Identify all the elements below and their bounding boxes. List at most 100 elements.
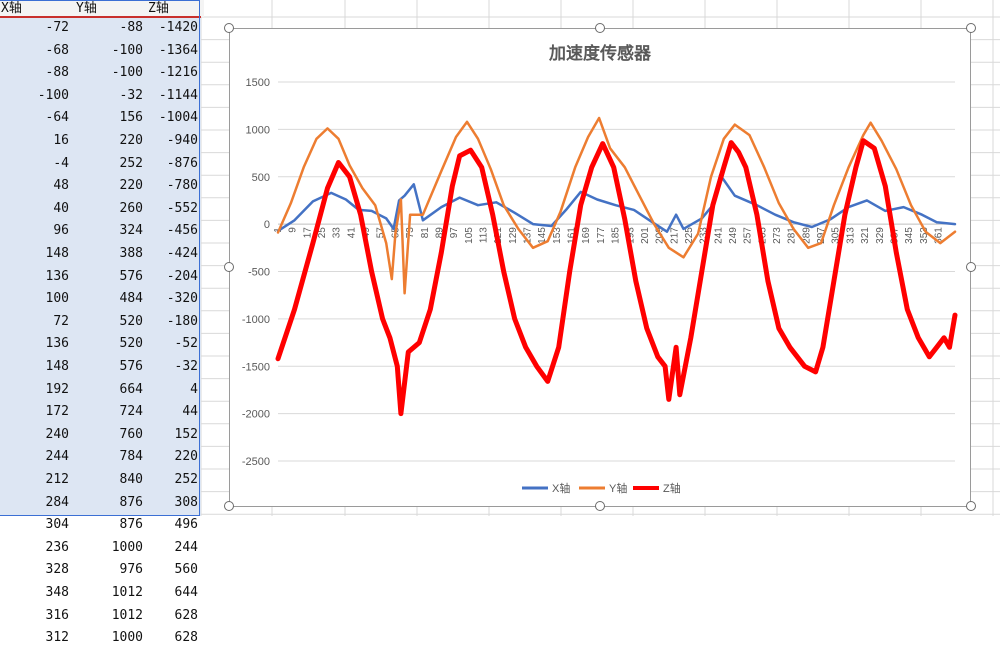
- cell-x[interactable]: 240: [45, 426, 69, 442]
- cell-y[interactable]: 1000: [111, 630, 143, 646]
- cell-z[interactable]: 644: [174, 585, 198, 600]
- series-line-z[interactable]: [275, 138, 958, 417]
- cell-z[interactable]: 152: [174, 426, 198, 442]
- cell-y[interactable]: 220: [119, 133, 143, 148]
- cell-z[interactable]: -32: [174, 359, 198, 374]
- header-cell-y[interactable]: Y轴: [76, 1, 97, 16]
- cell-z[interactable]: -320: [166, 291, 198, 307]
- cell-x[interactable]: 304: [45, 517, 69, 533]
- cell-x[interactable]: 212: [45, 472, 69, 487]
- cell-z[interactable]: -204: [166, 268, 198, 284]
- cell-y[interactable]: 784: [119, 449, 143, 465]
- cell-y[interactable]: 520: [119, 336, 143, 352]
- cell-z[interactable]: -456: [166, 223, 198, 239]
- cell-x[interactable]: 172: [45, 404, 69, 420]
- cell-y[interactable]: 576: [119, 359, 143, 374]
- cell-z[interactable]: -1216: [158, 65, 198, 81]
- header-cell-z[interactable]: Z轴: [148, 1, 169, 16]
- cell-y[interactable]: -100: [111, 65, 143, 81]
- cell-y[interactable]: 484: [119, 291, 143, 307]
- cell-z[interactable]: 4: [190, 381, 198, 397]
- cell-z[interactable]: 252: [174, 472, 198, 487]
- cell-y[interactable]: 976: [119, 562, 143, 578]
- header-cell-x[interactable]: X轴: [1, 1, 22, 16]
- cell-x[interactable]: 236: [45, 539, 69, 555]
- cell-x[interactable]: 96: [53, 223, 69, 239]
- resize-handle-right[interactable]: [966, 262, 976, 272]
- cell-x[interactable]: 40: [53, 200, 69, 216]
- cell-x[interactable]: 312: [45, 630, 69, 646]
- resize-handle-bottom-right[interactable]: [966, 501, 976, 511]
- cell-y[interactable]: 260: [119, 200, 143, 216]
- cell-x[interactable]: 316: [45, 607, 69, 623]
- worksheet-data-columns[interactable]: X轴 Y轴 Z轴 -72 -88 -1420 -68 -100 -1364 -88 -100-…: [0, 0, 204, 645]
- cell-x[interactable]: 148: [45, 359, 69, 374]
- chart-area[interactable]: 加速度传感器 1500 1000 500 0 -500 -1000 -1500 -2000 -2…: [229, 28, 971, 507]
- cell-x[interactable]: -72: [45, 20, 69, 35]
- cell-x[interactable]: 72: [53, 313, 69, 329]
- cell-z[interactable]: 244: [174, 539, 198, 555]
- series-line-y[interactable]: [276, 116, 957, 295]
- cell-x[interactable]: 100: [45, 291, 69, 307]
- resize-handle-top[interactable]: [595, 23, 605, 33]
- cell-x[interactable]: 244: [45, 449, 69, 465]
- cell-y[interactable]: -100: [111, 42, 143, 58]
- cell-z[interactable]: 44: [182, 404, 198, 420]
- cell-z[interactable]: 220: [174, 449, 198, 465]
- cell-z[interactable]: -1004: [158, 110, 198, 126]
- cell-x[interactable]: 48: [53, 178, 69, 194]
- cell-y[interactable]: 220: [119, 178, 143, 194]
- cell-x[interactable]: -88: [45, 65, 69, 81]
- cell-y[interactable]: 324: [119, 223, 143, 239]
- cell-x[interactable]: -4: [53, 155, 69, 171]
- cell-y[interactable]: 388: [119, 246, 143, 261]
- cell-y[interactable]: -32: [119, 87, 143, 103]
- cell-z[interactable]: 560: [174, 562, 198, 578]
- cell-y[interactable]: 876: [119, 494, 143, 510]
- cell-y[interactable]: 576: [119, 268, 143, 284]
- cell-x[interactable]: -64: [45, 110, 69, 126]
- cell-z[interactable]: -1144: [158, 87, 198, 103]
- cell-y[interactable]: 876: [119, 517, 143, 533]
- cell-y[interactable]: 252: [119, 155, 143, 171]
- cell-x[interactable]: -100: [37, 87, 69, 103]
- cell-z[interactable]: -1364: [158, 42, 198, 58]
- cell-x[interactable]: 284: [45, 494, 69, 510]
- cell-x[interactable]: -68: [45, 42, 69, 58]
- resize-handle-top-left[interactable]: [224, 23, 234, 33]
- cell-z[interactable]: -52: [174, 336, 198, 352]
- chart-object[interactable]: 加速度传感器 1500 1000 500 0 -500 -1000 -1500 -2000 -2…: [224, 23, 976, 511]
- cell-x[interactable]: 16: [53, 133, 69, 148]
- cell-y[interactable]: 760: [119, 426, 143, 442]
- cell-z[interactable]: -552: [166, 200, 198, 216]
- cell-z[interactable]: 628: [174, 607, 198, 623]
- cell-x[interactable]: 328: [45, 562, 69, 578]
- cell-z[interactable]: -424: [166, 246, 198, 261]
- resize-handle-left[interactable]: [224, 262, 234, 272]
- cell-z[interactable]: 308: [174, 494, 198, 510]
- resize-handle-bottom-left[interactable]: [224, 501, 234, 511]
- cell-z[interactable]: -780: [166, 178, 198, 194]
- cell-y[interactable]: 1000: [111, 539, 143, 555]
- cell-z[interactable]: 628: [174, 630, 198, 646]
- cell-z[interactable]: -180: [166, 313, 198, 329]
- cell-y[interactable]: 1012: [111, 607, 143, 623]
- cell-z[interactable]: -876: [166, 155, 198, 171]
- cell-z[interactable]: 496: [174, 517, 198, 533]
- cell-z[interactable]: -1420: [158, 20, 198, 35]
- cell-x[interactable]: 136: [45, 268, 69, 284]
- cell-y[interactable]: 724: [119, 404, 143, 420]
- resize-handle-top-right[interactable]: [966, 23, 976, 33]
- resize-handle-bottom[interactable]: [595, 501, 605, 511]
- cell-y[interactable]: 156: [119, 110, 143, 126]
- cell-x[interactable]: 192: [45, 381, 69, 397]
- cell-z[interactable]: -940: [166, 133, 198, 148]
- cell-x[interactable]: 148: [45, 246, 69, 261]
- cell-x[interactable]: 348: [45, 585, 69, 600]
- cell-x[interactable]: 136: [45, 336, 69, 352]
- cell-y[interactable]: 840: [119, 472, 143, 487]
- cell-y[interactable]: 1012: [111, 585, 143, 600]
- cell-y[interactable]: -88: [119, 20, 143, 35]
- series-line-x[interactable]: [276, 173, 957, 233]
- cell-y[interactable]: 664: [119, 381, 143, 397]
